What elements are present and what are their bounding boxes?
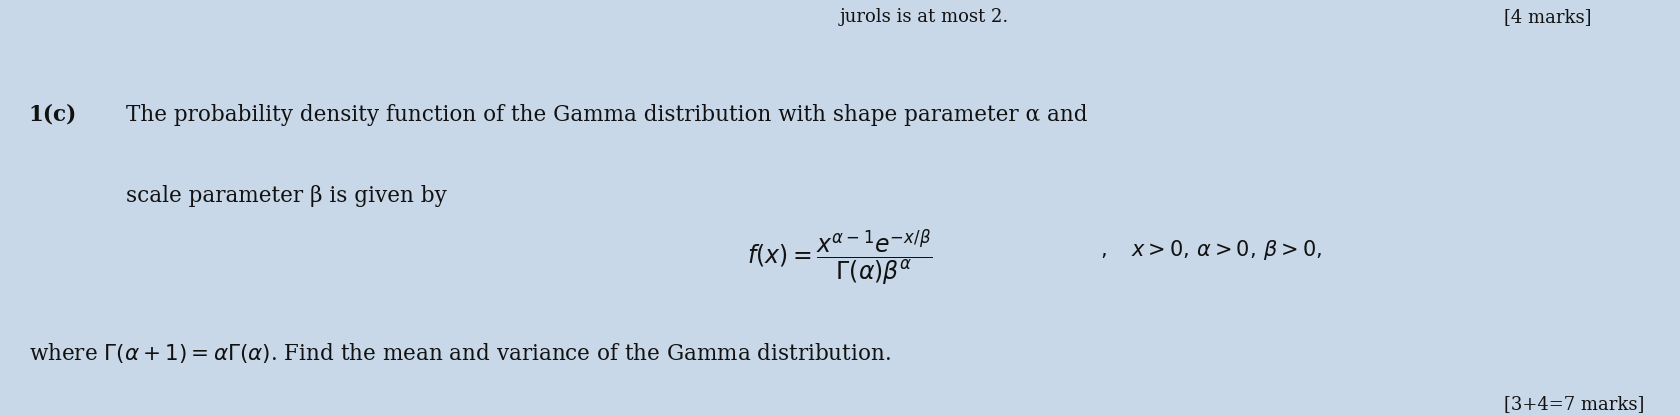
Text: $f(x) = \dfrac{x^{\alpha-1}e^{-x/\beta}}{\Gamma(\alpha)\beta^{\alpha}}$: $f(x) = \dfrac{x^{\alpha-1}e^{-x/\beta}}… <box>748 228 932 288</box>
Text: $,\quad x > 0, \, \alpha > 0, \, \beta > 0,$: $,\quad x > 0, \, \alpha > 0, \, \beta >… <box>1100 238 1322 262</box>
Text: scale parameter β is given by: scale parameter β is given by <box>126 185 447 207</box>
Text: 1(c): 1(c) <box>29 104 77 126</box>
Text: The probability density function of the Gamma distribution with shape parameter : The probability density function of the … <box>126 104 1087 126</box>
Text: [4 marks]: [4 marks] <box>1504 8 1591 26</box>
Text: jurols is at most 2.: jurols is at most 2. <box>840 8 1010 26</box>
Text: where $\Gamma(\alpha + 1) = \alpha\Gamma(\alpha)$. Find the mean and variance of: where $\Gamma(\alpha + 1) = \alpha\Gamma… <box>29 341 890 365</box>
Text: [3+4=7 marks]: [3+4=7 marks] <box>1504 395 1645 413</box>
